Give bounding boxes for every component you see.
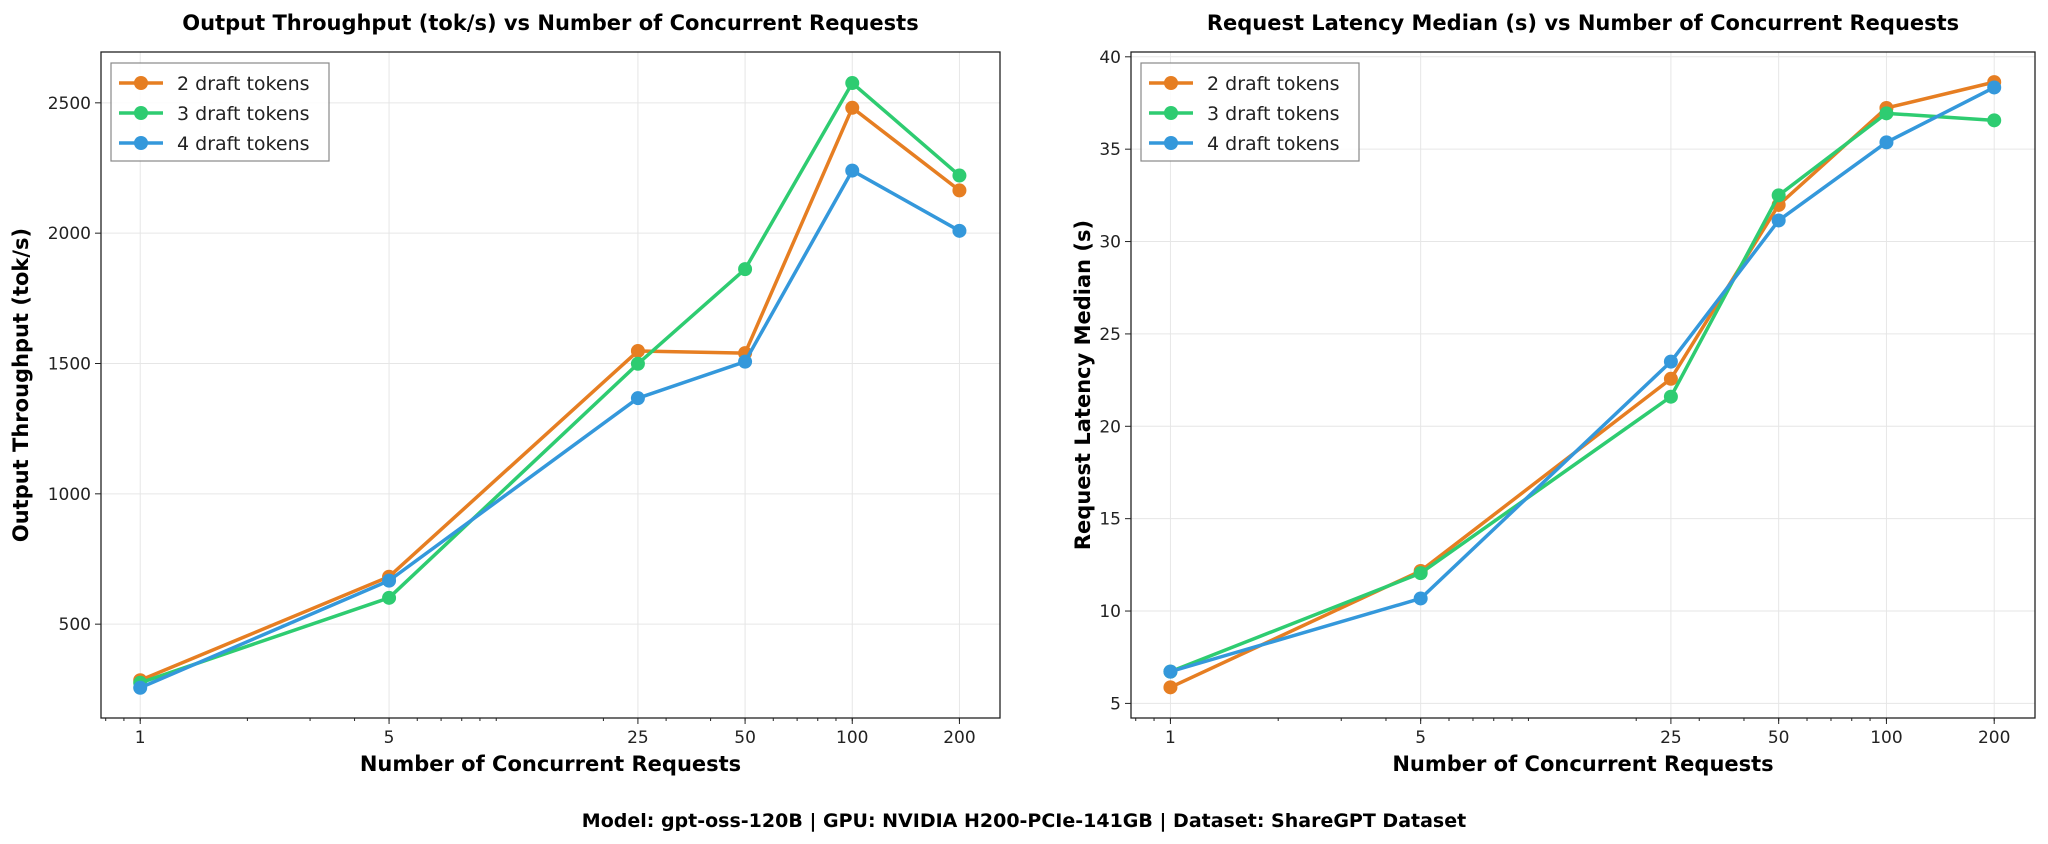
x-tick-label: 200 (1978, 728, 2010, 748)
data-point (1163, 680, 1178, 695)
series-3-draft-tokens (1163, 106, 2002, 679)
data-point (952, 183, 967, 198)
data-point (1771, 213, 1786, 228)
data-point (1163, 664, 1178, 679)
data-point (630, 391, 645, 406)
data-point (1879, 135, 1894, 150)
x-axis-label: Number of Concurrent Requests (360, 752, 741, 776)
series-3-draft-tokens (133, 76, 967, 690)
plot-frame (1130, 51, 2036, 719)
y-tick-label: 20 (1099, 417, 1121, 437)
plot-frame (100, 51, 1001, 719)
data-point (1663, 371, 1678, 386)
x-tick-label: 1 (135, 728, 146, 748)
legend-swatch-marker (1164, 76, 1178, 90)
y-axis-label: Request Latency Median (s) (1071, 220, 1095, 550)
x-tick-label: 50 (734, 728, 756, 748)
legend-label: 4 draft tokens (177, 133, 310, 155)
legend: 2 draft tokens 3 draft tokens 4 draft toke… (1140, 62, 1360, 162)
x-tick-label: 5 (384, 728, 395, 748)
data-point (1879, 106, 1894, 121)
y-tick-label: 2000 (48, 224, 91, 244)
y-tick-label: 10 (1099, 602, 1121, 622)
series-4-draft-tokens (1163, 80, 2002, 679)
x-tick-label: 50 (1768, 728, 1790, 748)
data-point (845, 76, 860, 91)
series-line (1169, 85, 1996, 674)
series-line (139, 106, 961, 682)
data-point (1413, 566, 1428, 581)
data-point (845, 100, 860, 115)
chart-title: Output Throughput (tok/s) vs Number of C… (182, 11, 918, 35)
data-point (738, 354, 753, 369)
data-point (845, 163, 860, 178)
data-point (1987, 80, 2002, 95)
y-tick-label: 1000 (48, 485, 91, 505)
data-point (382, 573, 397, 588)
legend-label: 2 draft tokens (1207, 73, 1340, 95)
data-point (1987, 113, 2002, 128)
y-axis-label: Output Throughput (tok/s) (9, 228, 33, 542)
y-tick-label: 25 (1099, 325, 1121, 345)
y-tick-label: 500 (59, 615, 91, 635)
chart-title: Request Latency Median (s) vs Number of … (1207, 11, 1959, 35)
legend-swatch-marker (134, 136, 148, 150)
series-line (139, 81, 961, 685)
x-tick-label: 1 (1165, 728, 1176, 748)
x-tick-label: 5 (1415, 728, 1426, 748)
x-axis-label: Number of Concurrent Requests (1392, 752, 1773, 776)
data-point (952, 168, 967, 183)
legend: 2 draft tokens 3 draft tokens 4 draft toke… (110, 62, 330, 162)
series-line (1169, 111, 1995, 674)
chart-1: 1 5 25 50 100 200 500 1000 1500 2000 2500 Output Th… (9, 11, 1001, 776)
data-point (382, 590, 397, 605)
series-2-draft-tokens (1163, 75, 2002, 695)
y-tick-label: 30 (1099, 233, 1121, 253)
data-point (1771, 188, 1786, 203)
legend-label: 3 draft tokens (177, 103, 310, 125)
x-tick-label: 25 (627, 728, 649, 748)
legend-swatch-marker (1164, 106, 1178, 120)
data-point (952, 223, 967, 238)
y-tick-label: 2500 (48, 94, 91, 114)
series-line (139, 168, 961, 690)
legend-label: 2 draft tokens (177, 73, 310, 95)
x-tick-label: 100 (1870, 728, 1902, 748)
series-line (1169, 80, 1995, 689)
y-tick-label: 1500 (48, 354, 91, 374)
data-point (133, 680, 148, 695)
x-tick-label: 25 (1660, 728, 1682, 748)
legend-label: 3 draft tokens (1207, 103, 1340, 125)
figure-footer: Model: gpt-oss-120B | GPU: NVIDIA H200-P… (582, 810, 1466, 832)
y-tick-label: 35 (1099, 140, 1121, 160)
x-tick-label: 100 (836, 728, 868, 748)
data-point (630, 343, 645, 358)
data-point (1663, 389, 1678, 404)
data-point (1663, 354, 1678, 369)
legend-label: 4 draft tokens (1207, 133, 1340, 155)
data-point (738, 262, 753, 277)
legend-swatch-marker (1164, 136, 1178, 150)
y-tick-label: 15 (1099, 510, 1121, 530)
data-point (630, 356, 645, 371)
x-tick-label: 200 (943, 728, 975, 748)
legend-swatch-marker (134, 76, 148, 90)
y-tick-label: 40 (1099, 48, 1121, 68)
y-tick-label: 5 (1110, 694, 1121, 714)
data-point (1413, 591, 1428, 606)
legend-swatch-marker (134, 106, 148, 120)
series-4-draft-tokens (133, 163, 967, 695)
